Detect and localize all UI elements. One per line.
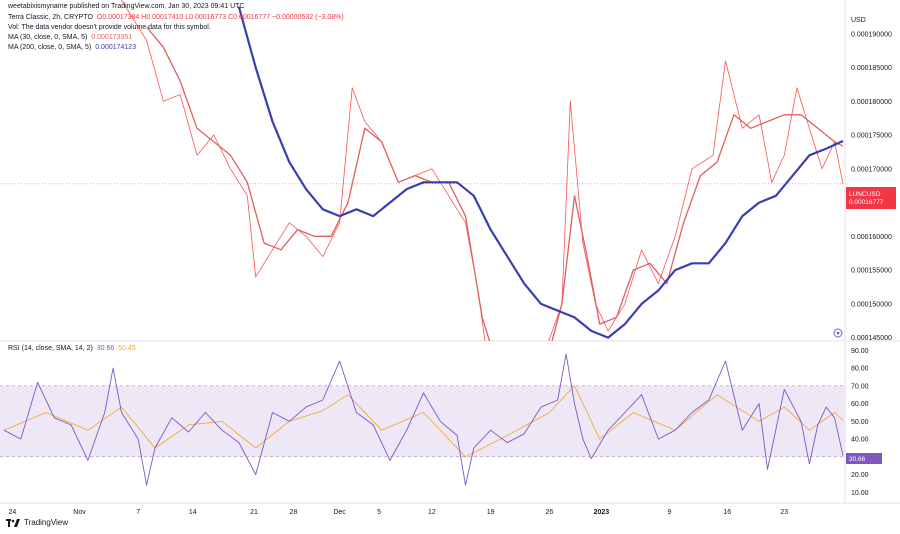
price-tick-label: 0.000145000 xyxy=(851,335,892,342)
symbol-legend[interactable]: Terra Classic, 2h, CRYPTO O0.00017384 H0… xyxy=(8,14,344,21)
ma200-label: MA (200, close, 0, SMA, 5) xyxy=(8,44,92,51)
price-tick-label: 0.000155000 xyxy=(851,268,892,275)
tradingview-logo-icon xyxy=(6,518,20,527)
date-tick-label: 5 xyxy=(377,509,381,516)
ma30-label: MA (30, close, 0, SMA, 5) xyxy=(8,34,88,41)
date-tick-label: 9 xyxy=(667,509,671,516)
price-tick-label: 0.000190000 xyxy=(851,31,892,38)
volume-note: Vol: The data vendor doesn't provide vol… xyxy=(8,24,211,31)
date-tick-label: 28 xyxy=(290,509,298,516)
publish-header: weetabixismyname published on TradingVie… xyxy=(8,3,245,10)
series-layer xyxy=(3,0,844,486)
price-series-line xyxy=(120,0,844,341)
rsi-tick-label: 90.00 xyxy=(851,348,869,355)
date-tick-label: 26 xyxy=(545,509,553,516)
currency-label: USD xyxy=(851,17,866,24)
price-tick-label: 0.000175000 xyxy=(851,133,892,140)
rsi-value-tag: 30.66 xyxy=(846,453,882,464)
date-tick-label: 2023 xyxy=(594,509,610,516)
rsi-tick-label: 80.00 xyxy=(851,366,869,373)
rsi-axis[interactable]: 90.0080.0070.0060.0050.0040.0030.0020.00… xyxy=(851,348,869,497)
time-axis[interactable]: 24 Nov 7 14 21 28 Dec 5 12 19 26 2023 9 16 23 xyxy=(8,509,788,516)
price-tag-price: 0.00016777 xyxy=(849,199,884,206)
price-tag-symbol: LUNCUSD xyxy=(849,191,881,198)
rsi-tick-label: 70.00 xyxy=(851,383,869,390)
date-tick-label: 7 xyxy=(136,509,140,516)
ma30-series-line xyxy=(146,26,844,341)
price-tick-label: 0.000180000 xyxy=(851,99,892,106)
price-tick-label: 0.000185000 xyxy=(851,65,892,72)
rsi-legend-value: 30.66 xyxy=(96,345,115,352)
price-tick-label: 0.000150000 xyxy=(851,301,892,308)
auto-scale-icon[interactable] xyxy=(833,328,843,338)
rsi-tick-label: 60.00 xyxy=(851,401,869,408)
rsi-series-line xyxy=(3,353,844,486)
date-tick-label: 19 xyxy=(487,509,495,516)
date-tick-label: 14 xyxy=(189,509,197,516)
date-tick-label: Dec xyxy=(333,509,346,516)
tradingview-footer[interactable]: TradingView xyxy=(6,518,68,527)
rsi-label: RSI (14, close, SMA, 14, 2) xyxy=(8,345,93,352)
ohlc-values: O0.00017384 H0.00017410 L0.00016773 C0.0… xyxy=(96,14,344,21)
rsi-sma-series-line xyxy=(3,385,844,458)
rsi-tick-label: 50.00 xyxy=(851,419,869,426)
price-tick-label: 0.000170000 xyxy=(851,166,892,173)
symbol-title: Terra Classic, 2h, CRYPTO xyxy=(8,14,93,21)
date-tick-label: Nov xyxy=(73,509,86,516)
ma200-series-line xyxy=(237,6,844,339)
brand-name: TradingView xyxy=(24,518,69,527)
rsi-tag-value: 30.66 xyxy=(849,456,866,463)
price-tick-label: 0.000160000 xyxy=(851,234,892,241)
date-tick-label: 12 xyxy=(428,509,436,516)
rsi-tick-label: 10.00 xyxy=(851,490,869,497)
date-tick-label: 16 xyxy=(723,509,731,516)
rsi-sma-legend-value: 50.45 xyxy=(118,345,136,352)
date-tick-label: 21 xyxy=(250,509,258,516)
date-tick-label: 23 xyxy=(780,509,788,516)
last-price-tag: LUNCUSD 0.00016777 xyxy=(846,187,896,209)
rsi-legend[interactable]: RSI (14, close, SMA, 14, 2) 30.66 50.45 xyxy=(8,345,136,352)
rsi-band xyxy=(0,385,845,457)
ma30-value: 0.000173351 xyxy=(91,34,133,41)
rsi-tick-label: 40.00 xyxy=(851,437,869,444)
ma30-legend[interactable]: MA (30, close, 0, SMA, 5) 0.000173351 xyxy=(8,34,132,41)
rsi-tick-label: 20.00 xyxy=(851,472,869,479)
date-tick-label: 24 xyxy=(8,509,16,516)
ma200-value: 0.000174123 xyxy=(95,44,137,51)
ma200-legend[interactable]: MA (200, close, 0, SMA, 5) 0.000174123 xyxy=(8,44,136,51)
